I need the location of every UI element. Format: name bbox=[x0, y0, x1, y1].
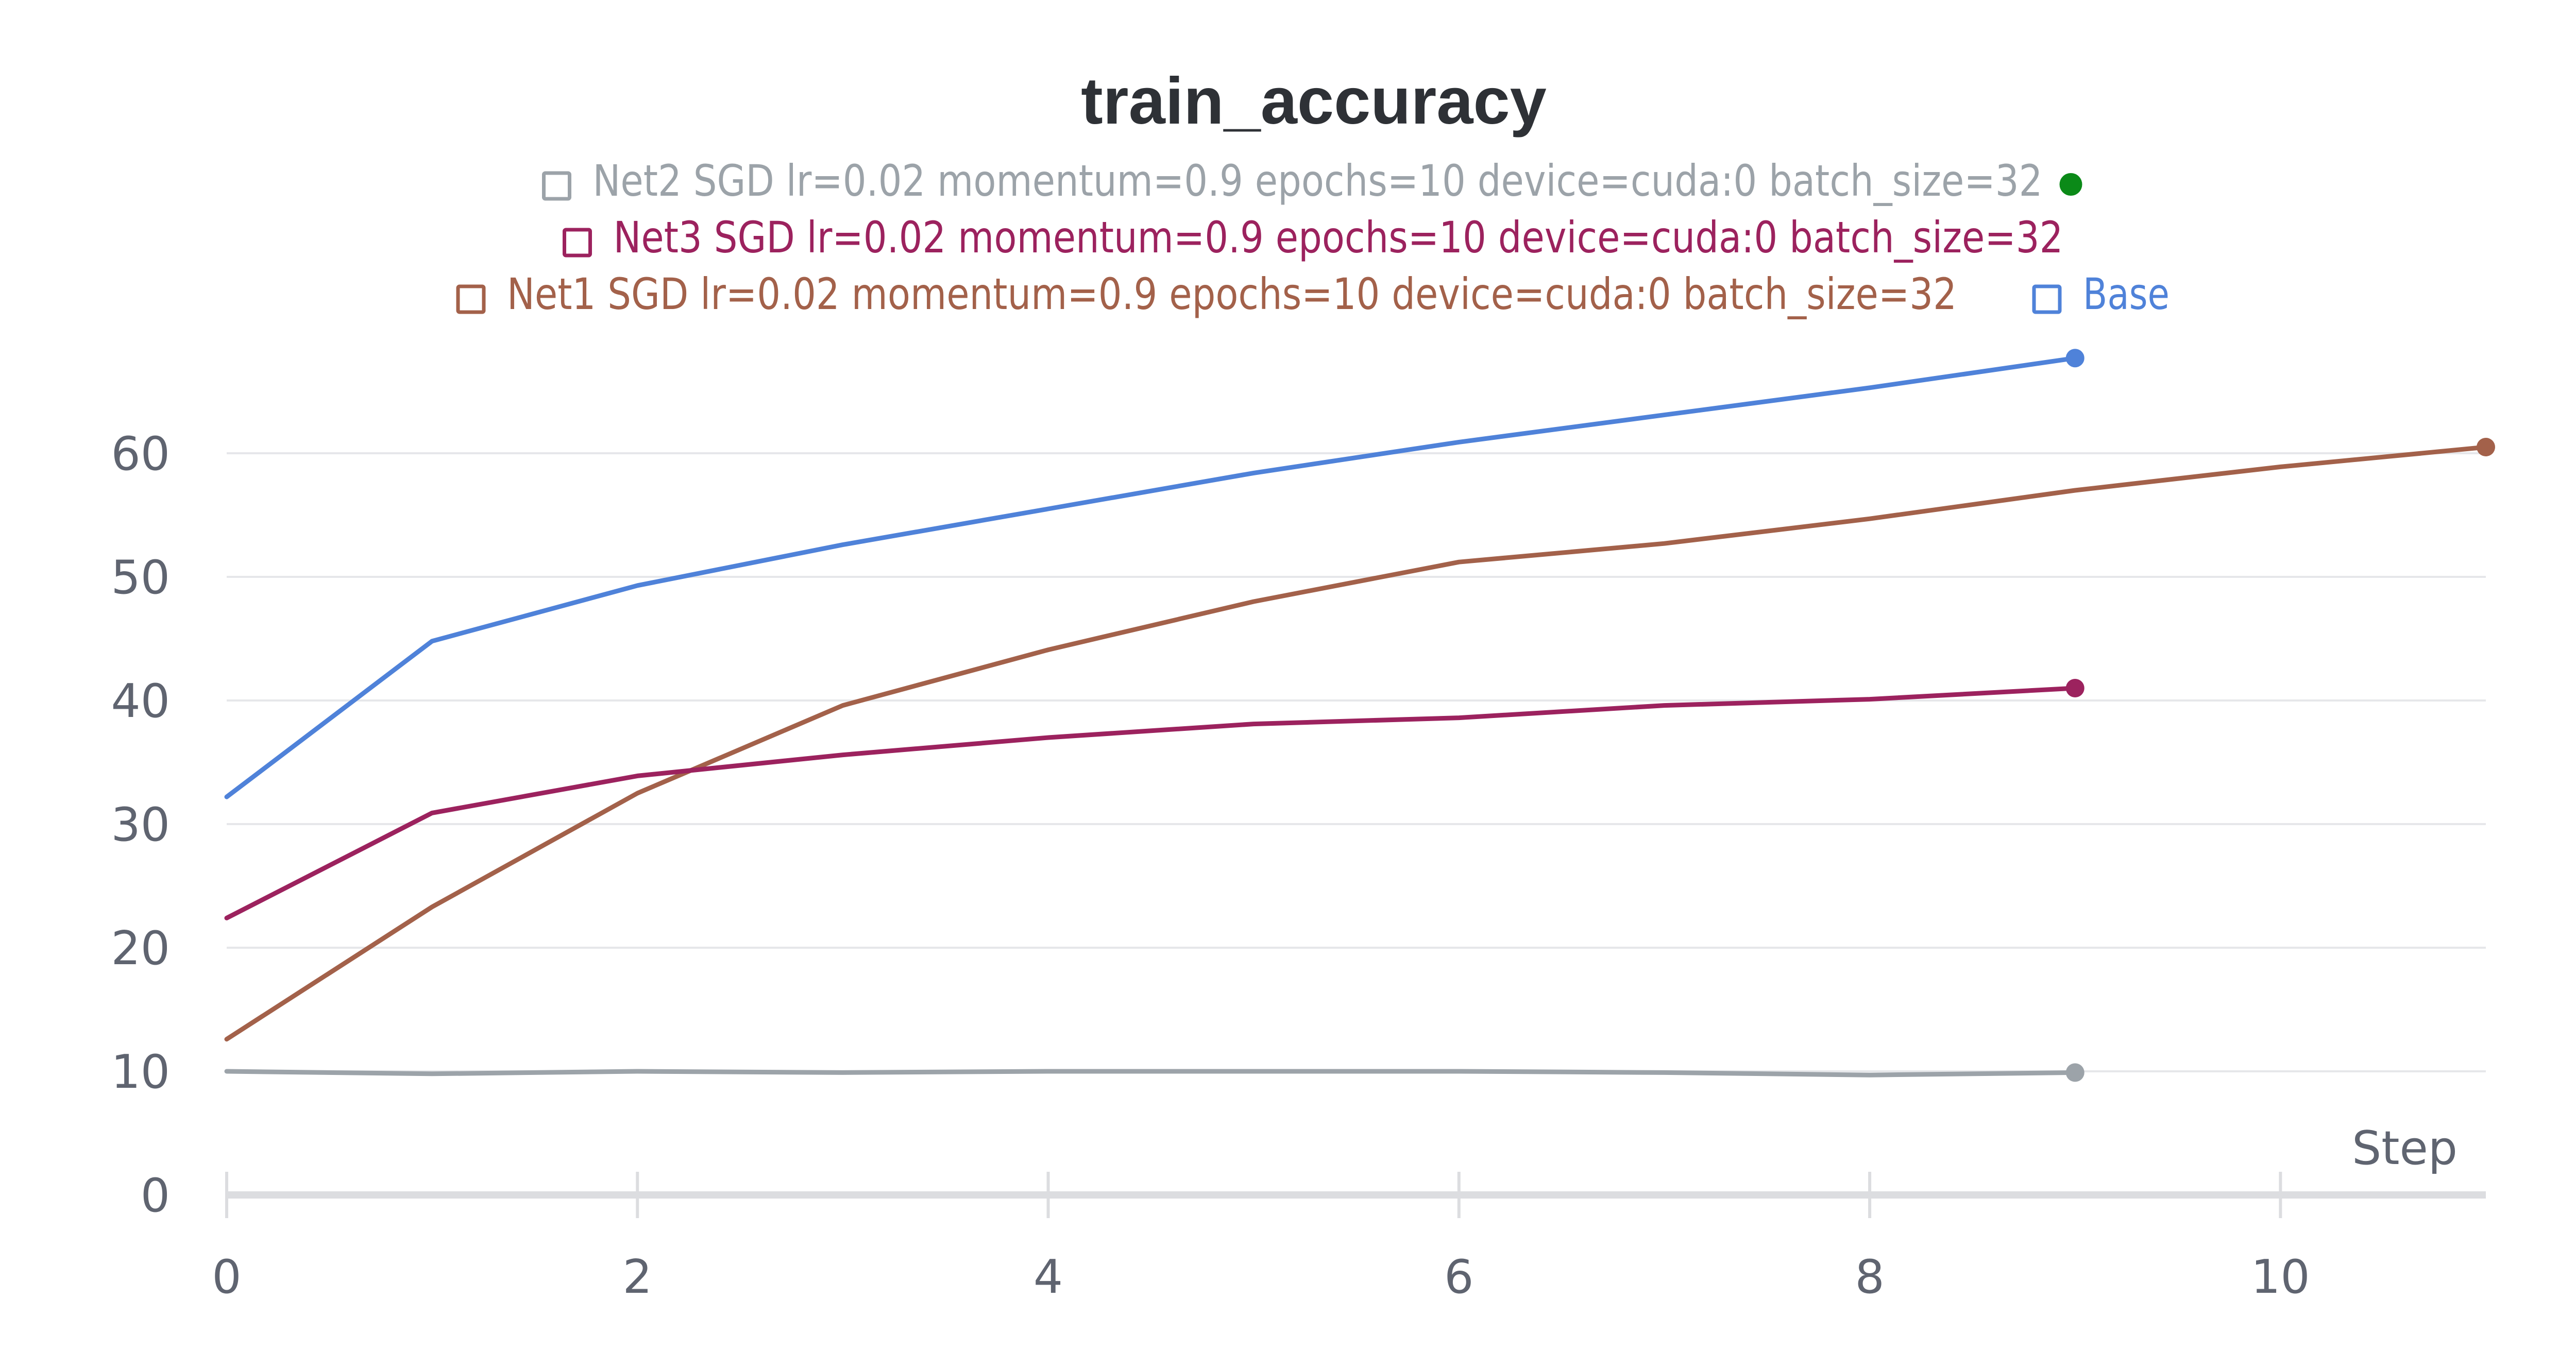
x-axis-label: Step bbox=[2352, 1121, 2458, 1175]
series-lines bbox=[224, 349, 2495, 1082]
x-tick-label-10: 10 bbox=[2251, 1250, 2310, 1304]
legend-swatch-0 bbox=[542, 171, 571, 201]
legend-status-dot bbox=[2059, 173, 2082, 196]
series-end-point-2 bbox=[2065, 679, 2084, 697]
series-end-point-3 bbox=[2065, 1063, 2084, 1082]
y-axis: 0 10 20 30 40 50 60 bbox=[111, 427, 170, 1223]
series-end-point-0 bbox=[2065, 349, 2084, 368]
chart-title: train_accuracy bbox=[1081, 64, 1547, 138]
y-tick-label-30: 30 bbox=[111, 798, 170, 852]
x-tick-label-8: 8 bbox=[1855, 1250, 1884, 1304]
x-tick-label-6: 6 bbox=[1444, 1250, 1473, 1304]
legend-swatch-3 bbox=[2032, 284, 2062, 314]
legend-swatch-1 bbox=[563, 228, 592, 258]
legend-label-2: Net1 SGD lr=0.02 momentum=0.9 epochs=10 … bbox=[507, 269, 1957, 319]
x-axis: 0 2 4 6 8 10 bbox=[212, 1172, 2486, 1304]
gridlines bbox=[227, 452, 2486, 1072]
y-tick-label-10: 10 bbox=[111, 1045, 170, 1099]
series-end-point-1 bbox=[2477, 438, 2495, 456]
x-tick-label-0: 0 bbox=[212, 1250, 241, 1304]
legend: Net2 SGD lr=0.02 momentum=0.9 epochs=10 … bbox=[456, 156, 2170, 319]
y-tick-label-0: 0 bbox=[141, 1169, 170, 1223]
series-line-2 bbox=[224, 686, 2078, 920]
x-tick-label-2: 2 bbox=[623, 1250, 652, 1304]
series-line-1 bbox=[224, 444, 2488, 1042]
y-tick-label-50: 50 bbox=[111, 551, 170, 605]
y-tick-label-40: 40 bbox=[111, 674, 170, 728]
x-tick-label-4: 4 bbox=[1033, 1250, 1063, 1304]
legend-label-0: Net2 SGD lr=0.02 momentum=0.9 epochs=10 … bbox=[593, 156, 2043, 206]
legend-label-3: Base bbox=[2083, 269, 2170, 319]
series-line-0 bbox=[224, 355, 2078, 799]
legend-label-1: Net3 SGD lr=0.02 momentum=0.9 epochs=10 … bbox=[614, 212, 2063, 263]
y-tick-label-20: 20 bbox=[111, 921, 170, 976]
y-tick-label-60: 60 bbox=[111, 427, 170, 481]
series-line-3 bbox=[224, 1069, 2078, 1078]
legend-swatch-2 bbox=[456, 284, 486, 314]
